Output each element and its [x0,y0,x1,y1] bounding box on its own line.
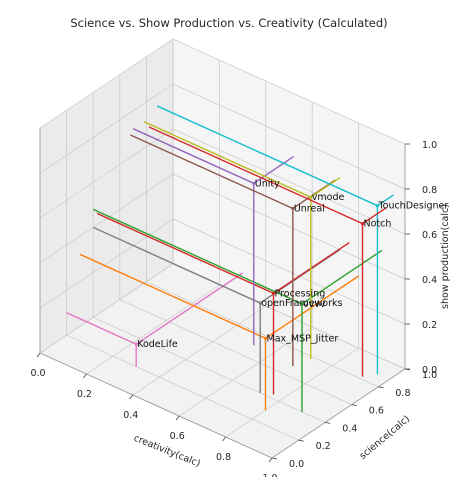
z-tick-label: 1.0 [422,140,437,151]
series-line-to-creativity-wall [156,105,378,207]
y-tick-label: 0.4 [342,423,357,434]
axes-ticks: 0.0 0.0 0.0 0.2 0.2 0.2 0.4 0.4 0.4 0.6 0.6 0.6 0.8 0… [30,140,437,477]
y-tick-mark [271,457,278,460]
series-line-to-creativity-wall [66,312,137,345]
y-tick-label: 0.8 [395,388,410,399]
point-label: Processing [275,288,326,299]
series-line-to-creativity-wall [143,120,312,198]
point-label: openFrameworks [261,298,342,309]
y-gridline [66,110,299,441]
data-point [134,342,138,346]
y-tick-mark [404,368,411,371]
point-labels: KodeLife Max_MSP_Jitter openFrameworksProc… [137,178,448,350]
y-tick-mark [298,439,304,442]
y-tick-label: 1.0 [422,370,437,381]
series-line-to-creativity-wall [132,128,255,184]
point-label: Unity [255,178,280,189]
floor-pane [40,264,405,458]
series-line-to-creativity-wall [92,208,303,305]
y-tick-mark [378,386,384,389]
series-line-to-creativity-wall [148,126,363,225]
x-tick-label: 1.0 [262,473,277,477]
data-point [252,181,256,185]
series-line-to-science-wall [253,156,295,184]
left-pane [40,39,173,353]
data-point [271,291,276,295]
y-tick-label: 0.0 [289,459,304,470]
data-point [300,302,304,306]
point-label: Unreal [294,203,325,214]
point-label: KodeLife [137,339,178,350]
y-tick-label: 0.2 [316,441,331,452]
chart-title: Science vs. Show Production vs. Creativi… [70,16,387,30]
x-axis-label: creativity(calc) [132,433,202,470]
back-pane [173,39,405,369]
z-tick-label: 0.4 [422,275,437,286]
data-point [309,195,313,199]
x-tick-label: 0.2 [77,389,92,400]
x-tick-label: 0.6 [170,431,185,442]
axes-panes [40,39,405,458]
y-tick-mark [325,422,331,424]
y-axis-label: science(calc) [358,413,413,461]
series-line-to-creativity-wall [79,253,266,339]
series-line-to-science-wall [301,249,383,305]
series-line-to-creativity-wall [96,212,274,294]
point-label: TouchDesigner [377,201,448,212]
z-tick-label: 0.2 [422,320,437,331]
data-point [258,301,262,305]
x-tick-mark [36,352,41,358]
data-point [375,204,380,208]
series-line-to-science-wall [377,194,394,207]
y-gridline [146,56,379,388]
x-tick-mark [222,436,226,442]
y-gridline [92,92,326,423]
z-gridline [39,38,406,145]
x-tick-mark [268,457,273,463]
series-line-to-science-wall [135,272,243,345]
x-tick-mark [129,394,134,400]
data-series [66,105,394,412]
data-point [291,206,295,211]
series-line-to-science-wall [265,275,359,339]
data-point [263,336,268,340]
x-tick-label: 0.8 [216,452,231,463]
z-tick-label: 0.8 [422,185,437,196]
y-tick-label: 0.6 [369,406,384,417]
x-tick-label: 0.0 [30,368,45,379]
series-line-to-science-wall [310,177,341,198]
point-label: vmode [312,192,345,203]
series-line-to-creativity-wall [92,226,261,304]
point-label: Notch [364,219,392,230]
point-label: Max_MSP_Jitter [267,333,339,344]
x-tick-mark [83,373,87,379]
z-tick-label: 0.0 [422,365,437,376]
data-point [360,222,365,226]
series-line-to-creativity-wall [130,134,294,210]
y-gridline [119,74,352,405]
series-line-to-science-wall [362,207,387,225]
y-tick-mark [351,404,357,406]
x-tick-label: 0.4 [123,410,138,421]
x-tick-mark [175,415,180,421]
z-axis-label: show production(calc) [440,204,451,309]
z-tick-label: 0.6 [422,230,437,241]
point-label: vvvv [303,299,326,310]
